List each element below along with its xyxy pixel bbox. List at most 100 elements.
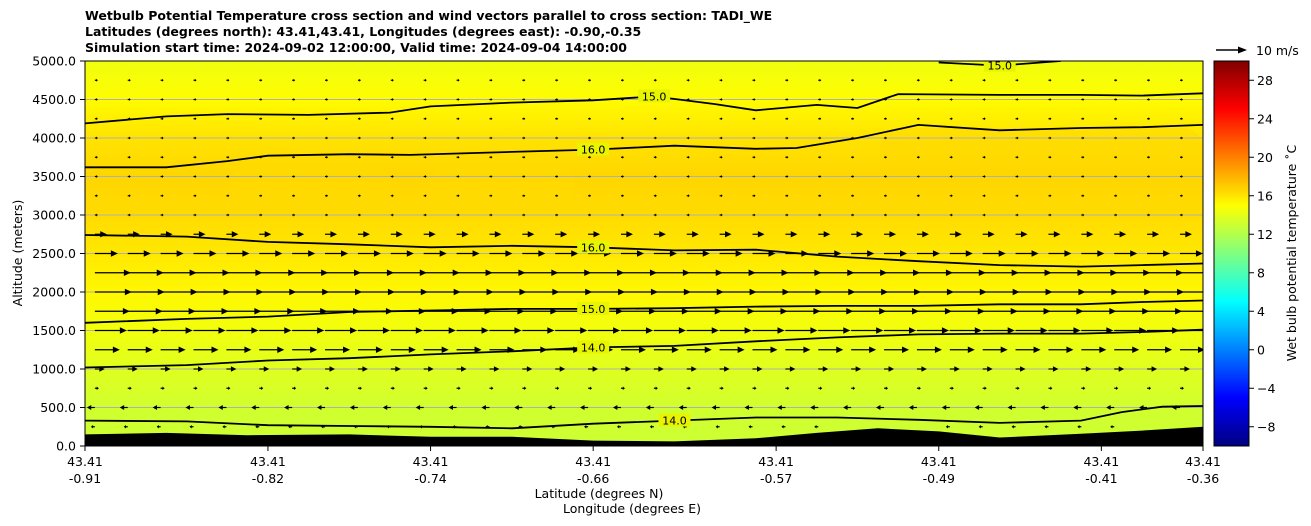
wind-arrow [949, 346, 975, 353]
wind-arrow [226, 213, 230, 217]
wind-arrow [719, 386, 724, 390]
wind-arrow [686, 194, 690, 198]
wind-arrow [522, 174, 526, 179]
wind-arrow [719, 308, 755, 315]
wind-arrow [851, 269, 888, 276]
wind-arrow [1179, 346, 1203, 353]
wind-arrow [292, 117, 296, 121]
wind-arrow [325, 194, 329, 198]
wind-arrow [292, 327, 325, 334]
wind-arrow [818, 308, 854, 315]
wind-arrow [719, 174, 723, 179]
wind-arrow [719, 78, 723, 82]
wind-arrow [456, 269, 493, 276]
y-tick-label: 1500.0 [32, 323, 76, 338]
wind-arrow [785, 136, 789, 140]
wind-arrow [390, 327, 423, 334]
wind-arrow [653, 117, 657, 121]
wind-arrow [226, 97, 230, 102]
wind-arrow [752, 386, 757, 390]
wind-arrow [193, 250, 217, 257]
wind-arrow [1015, 97, 1019, 102]
wind-arrow [292, 386, 297, 390]
wind-arrow [226, 174, 230, 179]
wind-arrow [226, 308, 262, 315]
wind-arrow [1081, 366, 1092, 372]
wind-arrow [949, 155, 953, 159]
wind-arrow [1048, 231, 1061, 238]
colorbar-label: Wet bulb potential temperature ˚C [1284, 144, 1299, 361]
wind-arrow [1048, 174, 1052, 179]
wind-arrow [620, 174, 624, 179]
wind-arrow [456, 155, 460, 159]
wind-arrow [982, 213, 986, 217]
wind-arrow [1114, 97, 1118, 102]
wind-arrow [390, 269, 427, 276]
wind-arrow [653, 366, 664, 372]
wind-arrow [1044, 425, 1049, 429]
wind-arrow [94, 117, 98, 121]
wind-arrow [1179, 213, 1183, 217]
wind-arrow [1015, 366, 1026, 372]
wind-arrow [555, 97, 559, 102]
wind-arrow [653, 155, 657, 159]
wind-arrow [251, 405, 260, 410]
wind-arrow [851, 213, 855, 217]
wind-arrow [259, 174, 263, 179]
wind-arrow [127, 308, 163, 315]
wind-arrow [1015, 136, 1019, 140]
wind-arrow [949, 327, 982, 334]
wind-arrow [555, 366, 566, 372]
wind-arrow [1015, 213, 1019, 217]
wind-arrow [1106, 405, 1115, 410]
wind-arrow [1015, 174, 1019, 179]
colorbar-tick-label: 16 [1257, 188, 1273, 203]
wind-arrow [949, 194, 953, 198]
wind-arrow [259, 117, 263, 121]
wind-arrow [588, 213, 592, 217]
wind-arrow [1048, 136, 1052, 140]
wind-arrow [292, 366, 303, 372]
wind-arrow [884, 327, 917, 334]
wind-arrow [949, 174, 953, 179]
wind-arrow [94, 327, 127, 334]
wind-arrow [982, 155, 986, 159]
wind-arrow [945, 425, 950, 429]
colorbar-tick-label: 24 [1257, 111, 1273, 126]
wind-arrow [884, 269, 921, 276]
wind-arrow [620, 250, 644, 257]
wind-arrow [1048, 308, 1084, 315]
wind-arrow [653, 327, 686, 334]
wind-arrow [588, 155, 592, 159]
wind-arrow [1015, 327, 1048, 334]
wind-arrow [547, 405, 556, 410]
wind-arrow [1147, 366, 1158, 372]
wind-arrow [292, 194, 296, 198]
y-tick-label: 0.0 [56, 439, 76, 454]
contour-label-bg [983, 61, 1016, 72]
wind-arrow [949, 269, 986, 276]
wind-arrow [1040, 405, 1049, 410]
wind-arrow [226, 136, 230, 140]
wind-arrow [325, 327, 358, 334]
wind-arrow [851, 117, 855, 121]
wind-arrow [1179, 117, 1183, 121]
quiver-key-arrowhead [1238, 46, 1247, 54]
wind-arrow [514, 405, 523, 410]
wind-arrow [325, 117, 329, 121]
wind-arrow [719, 97, 723, 102]
wind-arrow [325, 250, 349, 257]
wind-arrow [785, 213, 789, 217]
wind-arrow [876, 405, 885, 410]
wind-arrow [357, 117, 361, 121]
wind-arrow [884, 366, 895, 372]
contour-line [85, 299, 1203, 324]
wind-arrow [588, 117, 592, 121]
wind-arrow [916, 194, 920, 198]
wind-arrow [123, 425, 128, 429]
wind-arrow [325, 231, 338, 238]
wind-arrow [160, 308, 196, 315]
wind-arrow [127, 213, 131, 217]
wind-arrow [94, 97, 98, 102]
wind-arrow [127, 174, 131, 179]
